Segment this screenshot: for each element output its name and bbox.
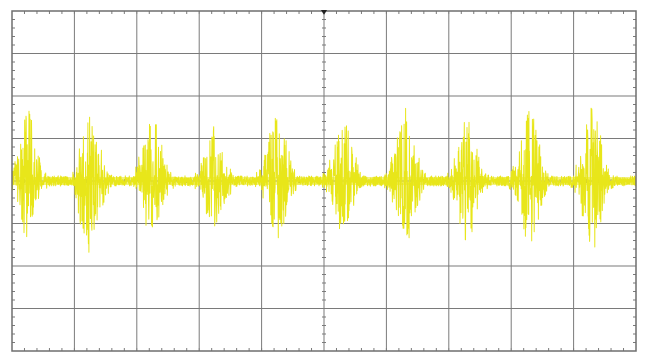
trigger-marker-icon: [321, 10, 327, 15]
frame-layer: [11, 10, 637, 352]
waveform-baseline-band: [12, 177, 636, 185]
trace-layer: [11, 107, 637, 253]
